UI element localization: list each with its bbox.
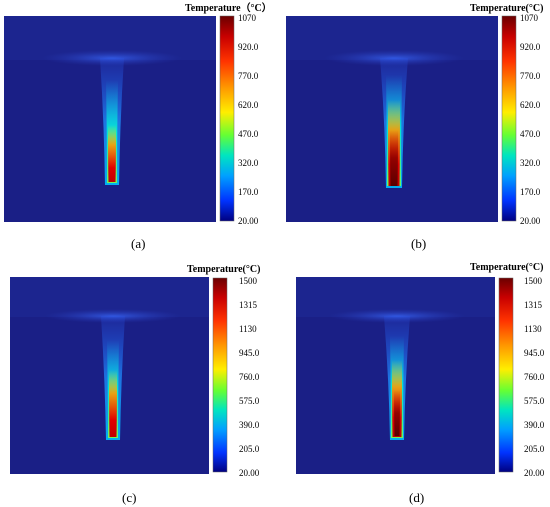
panel-d: Temperature(°C) 1500 1315 1130 945.0 760… <box>296 262 545 505</box>
tick-label: 575.0 <box>239 396 260 406</box>
ticks-a: 1070 920.0 770.0 620.0 470.0 320.0 170.0… <box>238 13 259 226</box>
ticks-b: 1070 920.0 770.0 620.0 470.0 320.0 170.0… <box>520 13 541 226</box>
tick-label: 760.0 <box>239 372 260 382</box>
tick-label: 1070 <box>520 13 539 23</box>
colorbar-title-c: Temperature(°C) <box>187 264 260 275</box>
colorbar-title-d: Temperature(°C) <box>470 262 543 273</box>
tick-label: 770.0 <box>520 71 541 81</box>
panel-b: Temperature(°C) 1070 920.0 770.0 620.0 4… <box>286 3 543 251</box>
tick-label: 20.00 <box>239 468 260 478</box>
tick-label: 20.00 <box>520 216 541 226</box>
tick-label: 1070 <box>238 13 257 23</box>
ticks-c: 1500 1315 1130 945.0 760.0 575.0 390.0 2… <box>239 276 260 478</box>
tick-label: 920.0 <box>520 42 541 52</box>
colorbar-c <box>212 277 228 473</box>
tick-label: 760.0 <box>524 372 545 382</box>
tick-label: 390.0 <box>524 420 545 430</box>
colorbar-d <box>498 277 514 473</box>
panel-label-c: (c) <box>122 490 136 505</box>
tick-label: 470.0 <box>520 129 541 139</box>
plume-core-d <box>394 390 400 436</box>
colorbar-b <box>501 15 517 222</box>
tick-label: 1315 <box>524 300 543 310</box>
plume-hot-a <box>108 125 116 182</box>
ticks-d: 1500 1315 1130 945.0 760.0 575.0 390.0 2… <box>524 276 545 478</box>
tick-label: 20.00 <box>524 468 545 478</box>
tick-label: 620.0 <box>520 100 541 110</box>
tick-label: 320.0 <box>520 158 541 168</box>
tick-label: 945.0 <box>524 348 545 358</box>
tick-label: 1130 <box>239 324 257 334</box>
tick-label: 205.0 <box>239 444 260 454</box>
tick-label: 575.0 <box>524 396 545 406</box>
colorbar-title-b: Temperature(°C) <box>470 3 543 14</box>
tick-label: 170.0 <box>238 187 259 197</box>
colorbar-a <box>219 15 235 222</box>
tick-label: 1315 <box>239 300 258 310</box>
tick-label: 1130 <box>524 324 542 334</box>
plume-core-b <box>390 130 398 186</box>
panel-c: Temperature(°C) 1500 1315 1130 945.0 760… <box>10 264 260 505</box>
tick-label: 920.0 <box>238 42 259 52</box>
tick-label: 320.0 <box>238 158 259 168</box>
tick-label: 770.0 <box>238 71 259 81</box>
tick-label: 20.00 <box>238 216 259 226</box>
plume-hot-c <box>109 370 117 437</box>
colorbar-title-a: Temperature（°C） <box>185 1 272 14</box>
panel-label-b: (b) <box>411 236 426 251</box>
tick-label: 390.0 <box>239 420 260 430</box>
panel-label-d: (d) <box>409 490 424 505</box>
tick-label: 945.0 <box>239 348 260 358</box>
panel-a: Temperature（°C） 1070 920.0 770.0 620.0 4… <box>4 1 272 251</box>
panel-label-a: (a) <box>131 236 145 251</box>
tick-label: 620.0 <box>238 100 259 110</box>
tick-label: 205.0 <box>524 444 545 454</box>
tick-label: 470.0 <box>238 129 259 139</box>
tick-label: 170.0 <box>520 187 541 197</box>
tick-label: 1500 <box>239 276 258 286</box>
tick-label: 1500 <box>524 276 543 286</box>
